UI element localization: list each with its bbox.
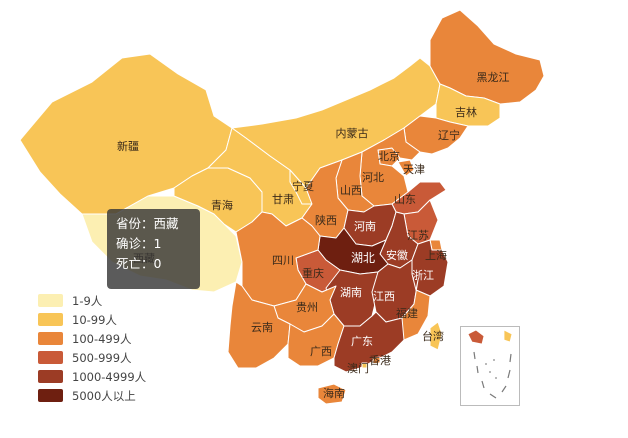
legend-swatch [38, 389, 63, 402]
legend-item[interactable]: 1000-4999人 [38, 367, 146, 386]
province-region[interactable] [333, 311, 405, 373]
legend-label: 500-999人 [72, 350, 132, 365]
province-region[interactable] [317, 383, 347, 405]
province-region[interactable] [411, 239, 449, 297]
legend-swatch [38, 370, 63, 383]
tooltip-confirmed: 确诊：1 [116, 236, 162, 251]
legend-item[interactable]: 10-99人 [38, 310, 146, 329]
province-region[interactable] [227, 281, 291, 369]
tooltip-province: 省份：西藏 [116, 216, 179, 231]
legend-label: 10-99人 [72, 312, 117, 327]
province-region[interactable] [372, 356, 381, 364]
province-region[interactable] [429, 321, 443, 351]
province-region[interactable] [435, 83, 501, 127]
legend-item[interactable]: 500-999人 [38, 348, 146, 367]
legend-swatch [38, 294, 63, 307]
legend: 1-9人 10-99人 100-499人 500-999人 1000-4999人… [38, 291, 146, 405]
legend-item[interactable]: 1-9人 [38, 291, 146, 310]
south-china-sea-inset [460, 326, 520, 406]
legend-swatch [38, 351, 63, 364]
province-region[interactable] [361, 362, 368, 369]
legend-label: 1000-4999人 [72, 369, 147, 384]
legend-label: 100-499人 [72, 331, 132, 346]
legend-label: 1-9人 [72, 293, 103, 308]
legend-label: 5000人以上 [72, 388, 136, 403]
province-tooltip: 省份：西藏 确诊：1 死亡：0 [107, 209, 200, 289]
legend-swatch [38, 332, 63, 345]
province-region[interactable] [397, 159, 415, 177]
legend-item[interactable]: 100-499人 [38, 329, 146, 348]
legend-swatch [38, 313, 63, 326]
legend-item[interactable]: 5000人以上 [38, 386, 146, 405]
tooltip-deaths: 死亡：0 [116, 256, 162, 271]
